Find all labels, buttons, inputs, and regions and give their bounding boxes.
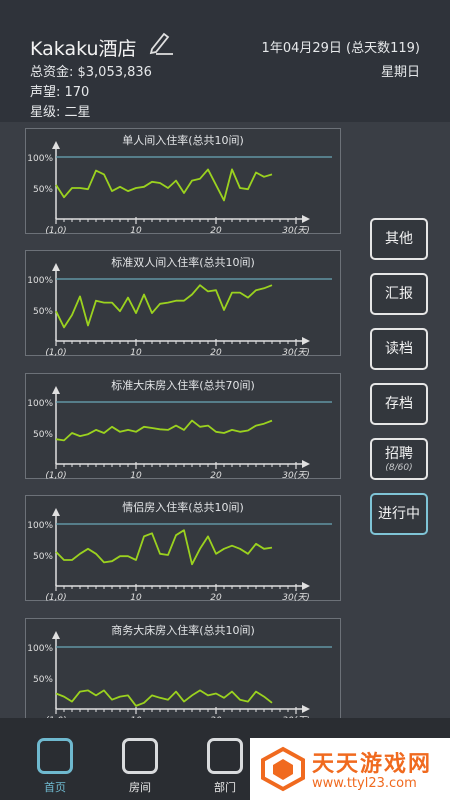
x-tick-label: (1,0) [45, 716, 66, 718]
y-tick-50: 50% [33, 307, 53, 317]
tab-label: 部门 [214, 781, 236, 794]
chart-single-room: 单人间入住率(总共10间) 100% 50% (1,0) 10 20 30(天) [25, 128, 341, 235]
y-tick-50: 50% [33, 430, 53, 440]
x-axis-arrow [302, 215, 310, 223]
hire-count: (8/60) [385, 463, 413, 473]
hire-button[interactable]: 招聘 (8/60) [370, 438, 428, 480]
y-axis-arrow [52, 508, 60, 516]
x-tick-label: 30(天) [282, 716, 309, 718]
x-tick-label: (1,0) [45, 471, 66, 480]
x-tick-label: 30(天) [282, 593, 309, 602]
x-tick-label: 20 [210, 226, 222, 235]
x-axis-arrow [302, 705, 310, 713]
tab-department[interactable]: 部门 [200, 738, 250, 795]
star-rating: 星级: 二星 [30, 105, 91, 120]
x-tick-label: 20 [210, 471, 222, 480]
y-axis-arrow [52, 631, 60, 639]
header: Kakaku酒店 总资金: $3,053,836 声望: 170 星级: 二星 … [0, 0, 450, 122]
y-tick-100: 100% [27, 644, 53, 654]
x-tick-label: (1,0) [45, 593, 66, 602]
chart-title: 商务大床房入住率(总共10间) [111, 624, 255, 637]
watermark-logo-icon [261, 746, 305, 792]
x-tick-label: 20 [210, 593, 222, 602]
x-tick-label: 10 [130, 226, 142, 235]
chart-title: 标准双人间入住率(总共10间) [111, 256, 255, 269]
x-tick-label: 10 [130, 593, 142, 602]
chart-business-double: 商务大床房入住率(总共10间) 100% 50% (1,0) 10 20 30(天) [25, 618, 341, 718]
chart-title: 标准大床房入住率(总共70间) [111, 379, 255, 392]
home-icon [37, 738, 73, 774]
total-funds: 总资金: $3,053,836 [30, 65, 152, 80]
x-tick-label: 30(天) [282, 471, 309, 480]
tab-rooms[interactable]: 房间 [115, 738, 165, 795]
watermark-name: 天天游戏网 [312, 752, 433, 777]
reputation: 声望: 170 [30, 85, 90, 100]
chart-plot: 100% 50% (1,0) 10 20 30(天) [27, 631, 332, 718]
y-tick-50: 50% [33, 552, 53, 562]
chart-couple-room: 情侣房入住率(总共10间) 100% 50% (1,0) 10 20 30(天) [25, 495, 341, 602]
running-button[interactable]: 进行中 [370, 493, 428, 535]
chart-standard-double: 标准大床房入住率(总共70间) 100% 50% (1,0) 10 20 30(天) [25, 373, 341, 480]
tab-label: 房间 [129, 781, 151, 794]
occupancy-series-line [55, 529, 273, 566]
hotel-name: Kakaku酒店 [30, 38, 137, 60]
x-axis-arrow [302, 582, 310, 590]
watermark-url: www.ttyl23.com [312, 776, 417, 791]
y-tick-100: 100% [27, 399, 53, 409]
x-axis-arrow [302, 460, 310, 468]
chart-standard-twin: 标准双人间入住率(总共10间) 100% 50% (1,0) 10 20 30(天) [25, 250, 341, 357]
hire-label: 招聘 [385, 446, 413, 462]
tab-label: 首页 [44, 781, 66, 794]
report-button[interactable]: 汇报 [370, 273, 428, 315]
y-tick-100: 100% [27, 154, 53, 164]
chart-plot: 100% 50% (1,0) 10 20 30(天) [27, 386, 332, 480]
chart-plot: 100% 50% (1,0) 10 20 30(天) [27, 141, 332, 235]
x-tick-label: 20 [210, 716, 222, 718]
x-tick-label: (1,0) [45, 226, 66, 235]
y-axis-arrow [52, 141, 60, 149]
x-tick-label: 10 [130, 716, 142, 718]
game-date: 1年04月29日 (总天数119) [261, 41, 420, 56]
occupancy-series-line [55, 689, 273, 707]
x-tick-label: 30(天) [282, 348, 309, 357]
y-tick-100: 100% [27, 521, 53, 531]
x-tick-label: 10 [130, 471, 142, 480]
y-tick-50: 50% [33, 185, 53, 195]
x-tick-label: 30(天) [282, 226, 309, 235]
occupancy-charts-panel[interactable]: 单人间入住率(总共10间) 100% 50% (1,0) 10 20 30(天) 标准双人… [0, 122, 450, 718]
rooms-icon [122, 738, 158, 774]
x-tick-label: 10 [130, 348, 142, 357]
y-tick-100: 100% [27, 276, 53, 286]
chart-title: 情侣房入住率(总共10间) [122, 501, 244, 514]
x-tick-label: 20 [210, 348, 222, 357]
y-axis-arrow [52, 386, 60, 394]
department-icon [207, 738, 243, 774]
watermark: 天天游戏网 www.ttyl23.com [250, 738, 450, 800]
tab-home[interactable]: 首页 [30, 738, 80, 795]
load-button[interactable]: 读档 [370, 328, 428, 370]
chart-plot: 100% 50% (1,0) 10 20 30(天) [27, 508, 332, 602]
y-tick-50: 50% [33, 675, 53, 685]
edit-icon[interactable] [146, 30, 174, 56]
weekday: 星期日 [380, 65, 420, 80]
x-tick-label: (1,0) [45, 348, 66, 357]
save-button[interactable]: 存档 [370, 383, 428, 425]
occupancy-series-line [55, 168, 273, 202]
chart-plot: 100% 50% (1,0) 10 20 30(天) [27, 263, 332, 357]
chart-title: 单人间入住率(总共10间) [122, 134, 244, 147]
other-button[interactable]: 其他 [370, 218, 428, 260]
occupancy-series-line [55, 419, 273, 442]
y-axis-arrow [52, 263, 60, 271]
occupancy-series-line [55, 284, 273, 329]
x-axis-arrow [302, 337, 310, 345]
